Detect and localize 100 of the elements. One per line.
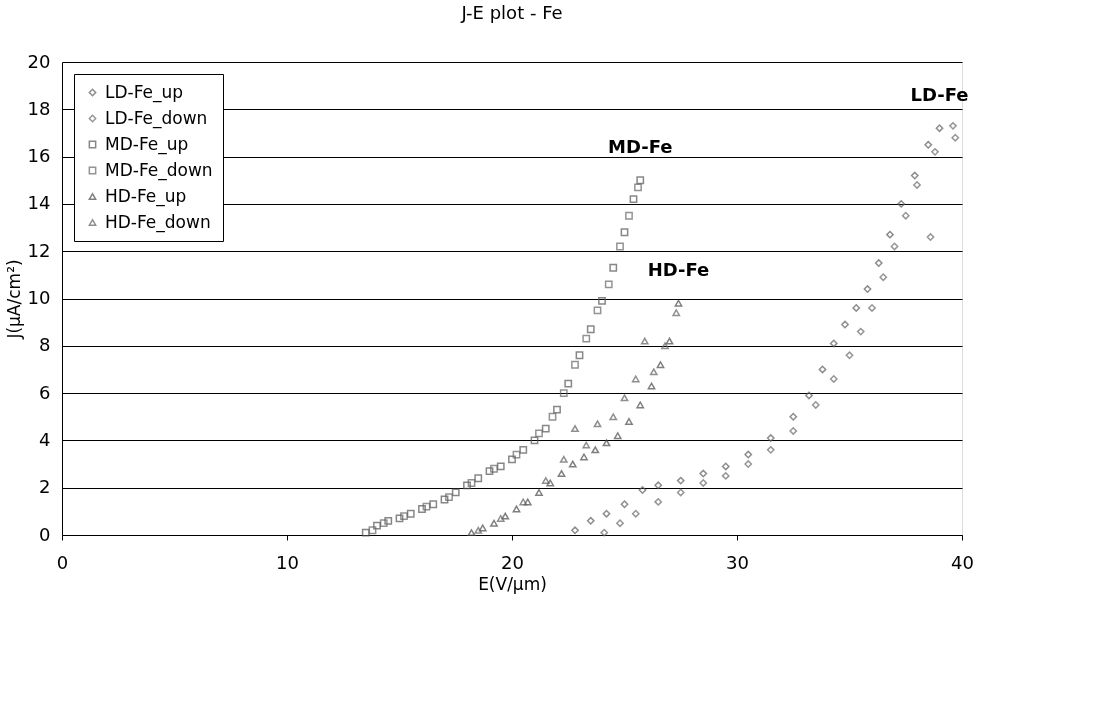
point: [609, 263, 618, 272]
point: [634, 183, 642, 192]
legend-label: HD-Fe_up: [105, 185, 187, 207]
point: [571, 425, 579, 433]
point: [478, 524, 487, 532]
point: [546, 479, 555, 487]
point: [361, 528, 370, 537]
point: [568, 460, 577, 468]
point: [564, 379, 573, 388]
point: [512, 450, 521, 459]
point: [496, 514, 505, 522]
point: [951, 133, 960, 142]
point: [586, 516, 595, 525]
point: [665, 337, 674, 345]
point: [519, 445, 528, 454]
point: [485, 467, 494, 476]
x-tick-label: 10: [276, 551, 299, 573]
point: [591, 446, 600, 454]
point: [530, 436, 539, 445]
point: [508, 455, 516, 464]
point: [604, 280, 613, 289]
point: [913, 181, 921, 189]
point: [395, 514, 404, 523]
point: [467, 479, 476, 487]
point: [553, 405, 561, 414]
point: [535, 488, 543, 496]
point: [586, 325, 595, 334]
point: [496, 462, 505, 471]
point: [636, 176, 645, 185]
point: [636, 401, 645, 409]
annotation: MD-Fe: [608, 136, 673, 158]
point: [868, 304, 876, 312]
point: [422, 502, 431, 511]
point: [523, 498, 532, 506]
y-tick-label: 2: [39, 476, 51, 498]
annotation: LD-Fe: [910, 84, 969, 106]
y-tick-label: 8: [39, 334, 51, 356]
point: [661, 342, 669, 350]
point: [616, 519, 624, 528]
point: [901, 211, 910, 220]
point: [593, 306, 602, 315]
point: [474, 526, 483, 534]
legend-label: HD-Fe_down: [105, 211, 211, 233]
point: [609, 413, 618, 421]
y-tick-label: 0: [39, 523, 51, 545]
point: [629, 195, 638, 204]
annotation: HD-Fe: [647, 259, 710, 281]
point: [575, 351, 584, 360]
point: [699, 479, 708, 487]
point: [602, 509, 611, 518]
point: [463, 481, 471, 490]
point: [789, 412, 798, 421]
point: [631, 375, 640, 383]
point: [852, 304, 861, 312]
point: [721, 471, 730, 480]
y-tick-label: 6: [39, 381, 51, 403]
point: [625, 417, 633, 425]
point: [593, 420, 602, 428]
legend-label: MD-Fe_up: [105, 133, 189, 155]
point: [582, 441, 591, 449]
x-tick-label: 20: [501, 551, 524, 573]
point: [672, 309, 681, 317]
point: [490, 519, 498, 527]
point: [373, 521, 381, 530]
y-tick-label: 10: [27, 287, 51, 308]
point: [620, 394, 629, 402]
point: [519, 498, 528, 506]
point: [676, 488, 685, 497]
point: [384, 516, 393, 525]
point: [818, 365, 827, 374]
point: [602, 439, 611, 447]
point: [440, 495, 449, 504]
point: [766, 434, 775, 442]
point: [600, 528, 609, 537]
point: [789, 427, 798, 435]
point: [429, 500, 438, 509]
point: [649, 368, 658, 376]
x-axis-title: E(V/µm): [478, 573, 547, 594]
point: [571, 360, 579, 369]
legend-label: LD-Fe_up: [105, 81, 184, 103]
point: [890, 242, 899, 251]
point: [580, 453, 588, 461]
y-tick-label: 18: [27, 97, 51, 119]
legend-label: MD-Fe_down: [105, 159, 213, 181]
point: [582, 334, 591, 343]
point: [931, 147, 939, 156]
point: [766, 445, 775, 454]
point: [625, 211, 633, 220]
point: [368, 526, 377, 535]
point: [676, 476, 685, 485]
point: [616, 242, 624, 251]
point: [640, 337, 649, 345]
x-tick-label: 40: [951, 551, 974, 573]
point: [647, 382, 656, 390]
point: [829, 375, 838, 383]
point: [897, 199, 906, 208]
point: [418, 505, 426, 513]
point: [631, 509, 640, 518]
point: [654, 481, 663, 490]
point: [856, 327, 865, 336]
